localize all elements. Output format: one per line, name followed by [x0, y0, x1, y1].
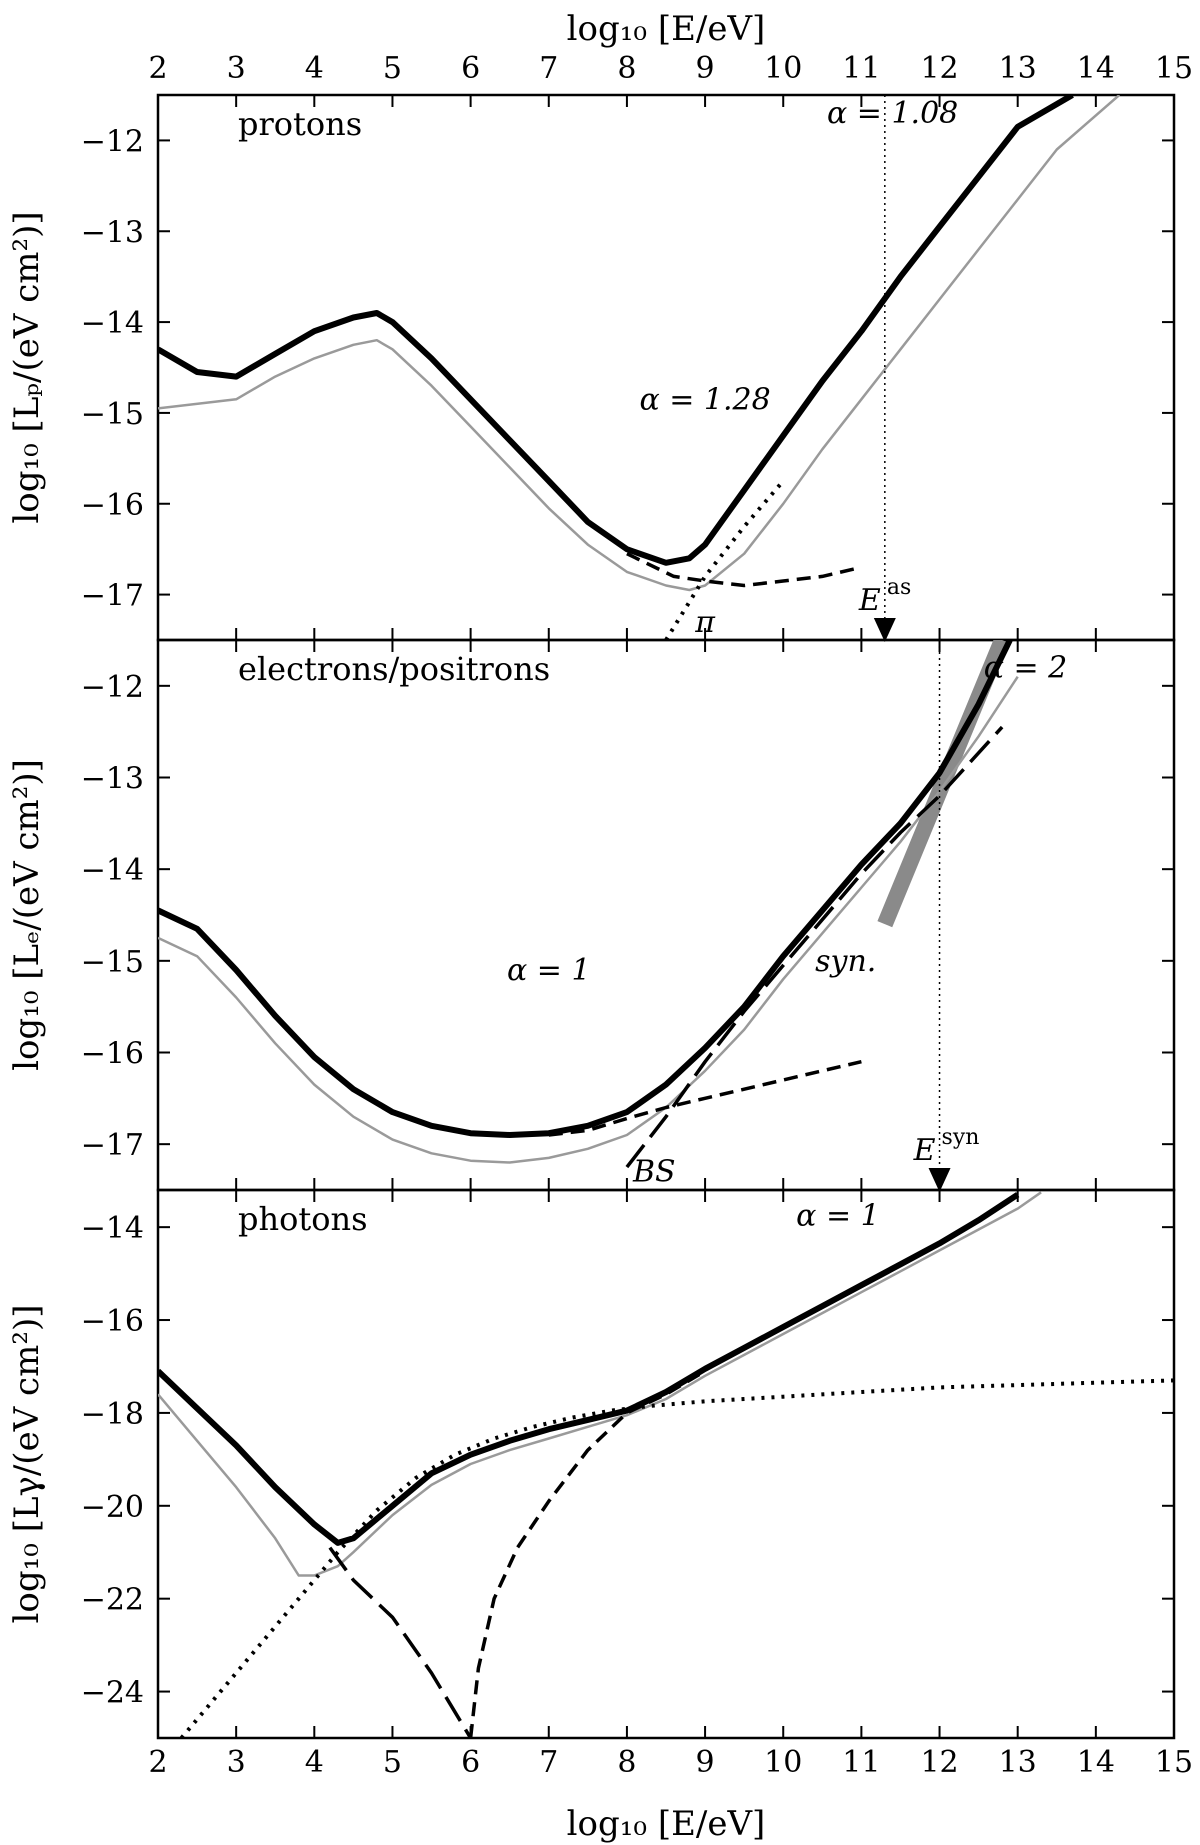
series-synchrotron-band: [877, 640, 1010, 928]
electrons-threshold-marker-icon: [928, 1168, 951, 1192]
top-x-tick-label: 10: [764, 51, 802, 86]
top-x-tick-label: 5: [383, 51, 402, 86]
photons-annotation: α = 1: [796, 1199, 880, 1234]
bottom-x-tick-label: 3: [227, 1745, 246, 1780]
panels: 2 3 4 5 6 7 8 9 10 11 12 13 14 15 −12 −13 −14 −15 −16 −17 lo…: [7, 51, 1193, 1780]
protons-threshold-label: E: [858, 583, 881, 618]
series-reference: [158, 1191, 1042, 1577]
bottom-x-tick-label: 10: [764, 1745, 802, 1780]
bottom-x-tick-label: 7: [539, 1745, 558, 1780]
top-x-tick-label: 2: [148, 51, 167, 86]
series-dashed: [548, 1059, 862, 1137]
electrons-y-tick-label: −17: [81, 1128, 144, 1163]
protons-y-tick-label: −17: [81, 579, 144, 614]
photons-y-tick-label: −22: [81, 1583, 144, 1618]
protons-plot-frame: [156, 93, 1176, 642]
electrons-y-tick-label: −14: [81, 853, 144, 888]
bottom-x-tick-label: 13: [999, 1745, 1037, 1780]
top-x-tick-label: 3: [227, 51, 246, 86]
series-dotted: [179, 1378, 1174, 1738]
protons-panel-label: protons: [238, 105, 362, 143]
electrons-y-tick-label: −15: [81, 945, 144, 980]
electrons-annotation: syn.: [815, 944, 876, 979]
bottom-axis-title: log₁₀ [E/eV]: [567, 1804, 766, 1844]
top-x-tick-label: 15: [1155, 51, 1193, 86]
series-total: [158, 95, 1074, 566]
panel-photons: 2 3 4 5 6 7 8 9 10 11 12 13 14 15 −14 −16 −18 −20 −22 −24 lo…: [7, 1188, 1193, 1780]
electrons-y-tick-label: −16: [81, 1037, 144, 1072]
photons-y-tick-label: −24: [81, 1676, 144, 1711]
top-x-tick-label: 8: [617, 51, 636, 86]
series-total: [158, 640, 1013, 1138]
protons-y-tick-label: −16: [81, 488, 144, 523]
protons-y-tick-label: −13: [81, 215, 144, 250]
bottom-x-tick-label: 8: [617, 1745, 636, 1780]
top-x-tick-label: 9: [696, 51, 715, 86]
bottom-x-tick-label: 11: [842, 1745, 880, 1780]
protons-y-axis-title: log₁₀ [Lₚ/(eV cm²)]: [7, 211, 47, 523]
series-dashed: [626, 552, 862, 588]
panel-protons: 2 3 4 5 6 7 8 9 10 11 12 13 14 15 −12 −13 −14 −15 −16 −17 lo…: [7, 51, 1193, 642]
photons-y-tick-label: −16: [81, 1304, 144, 1339]
bottom-x-tick-label: 15: [1155, 1745, 1193, 1780]
series-reference: [158, 676, 1019, 1164]
top-x-tick-label: 7: [539, 51, 558, 86]
electrons-threshold-label: E: [913, 1133, 936, 1168]
protons-y-tick-label: −14: [81, 306, 144, 341]
series-dashed: [468, 1369, 706, 1738]
photons-plot-frame: [156, 1188, 1176, 1740]
photons-y-tick-label: −14: [81, 1211, 144, 1246]
electrons-y-tick-label: −13: [81, 762, 144, 797]
top-axis-title: log₁₀ [E/eV]: [567, 9, 766, 49]
top-x-tick-label: 6: [461, 51, 480, 86]
photons-plot-area: [158, 1191, 1174, 1738]
top-x-tick-label: 14: [1077, 51, 1115, 86]
protons-annotation: α = 1.28: [639, 382, 770, 417]
photons-y-tick-label: −18: [81, 1397, 144, 1432]
bottom-x-tick-label: 9: [696, 1745, 715, 1780]
bottom-x-tick-label: 14: [1077, 1745, 1115, 1780]
series-bs: [625, 725, 1004, 1169]
photons-panel-label: photons: [238, 1200, 368, 1238]
electrons-threshold-label-sup: syn: [942, 1125, 980, 1150]
photons-y-tick-label: −20: [81, 1490, 144, 1525]
electrons-plot-area: [158, 640, 1019, 1169]
bottom-x-tick-label: 5: [383, 1745, 402, 1780]
photons-y-axis-title: log₁₀ [Lγ/(eV cm²)]: [7, 1305, 47, 1624]
bottom-x-tick-label: 4: [305, 1745, 324, 1780]
electrons-y-axis-title: log₁₀ [Lₑ/(eV cm²)]: [7, 759, 47, 1071]
bottom-x-tick-label: 2: [148, 1745, 167, 1780]
panel-electrons: −12 −13 −14 −15 −16 −17 log₁₀ [Lₑ/(eV cm²)] ele…: [7, 638, 1176, 1192]
series-dash-dot: [328, 1546, 473, 1738]
top-x-tick-label: 11: [842, 51, 880, 86]
electrons-annotation: α = 2: [984, 651, 1068, 686]
electrons-y-tick-label: −12: [81, 670, 144, 705]
electrons-annotation: BS: [632, 1155, 676, 1190]
protons-annotation: π: [694, 605, 716, 640]
protons-y-tick-label: −12: [81, 124, 144, 159]
electrons-annotation: α = 1: [507, 953, 591, 988]
bottom-x-tick-label: 12: [920, 1745, 958, 1780]
top-x-tick-label: 4: [305, 51, 324, 86]
protons-plot-area: [158, 95, 1121, 640]
protons-y-tick-label: −15: [81, 397, 144, 432]
series-total: [158, 1192, 1020, 1546]
top-x-tick-label: 13: [999, 51, 1037, 86]
protons-threshold-label-sup: as: [887, 575, 911, 600]
protons-annotation: α = 1.08: [827, 96, 958, 131]
top-x-tick-label: 12: [920, 51, 958, 86]
protons-threshold-marker-icon: [873, 618, 896, 642]
series-reference: [158, 95, 1121, 592]
bottom-x-tick-label: 6: [461, 1745, 480, 1780]
electrons-panel-label: electrons/positrons: [238, 650, 550, 688]
